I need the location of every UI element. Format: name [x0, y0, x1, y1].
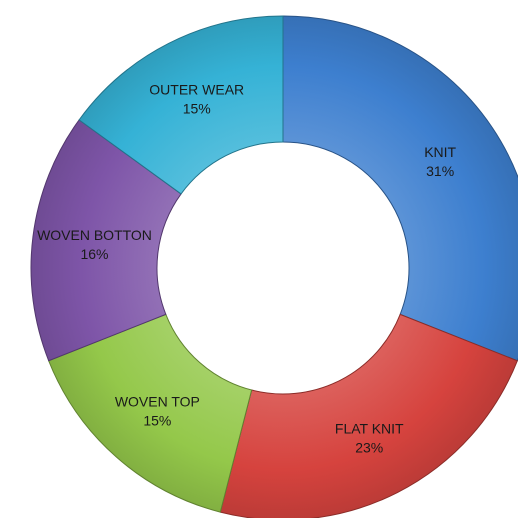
slice-label-woven-top: WOVEN TOP: [115, 394, 200, 410]
slice-flat-knit: [219, 313, 518, 518]
slice-label-knit: KNIT: [424, 144, 456, 160]
slice-woven-top: [48, 313, 253, 513]
slice-woven-botton: [30, 119, 182, 362]
slice-label-woven-botton: WOVEN BOTTON: [37, 227, 152, 243]
slice-knit: [282, 15, 518, 362]
slice-value-flat-knit: 23%: [355, 439, 383, 455]
slice-outer-wear: [78, 15, 284, 195]
slice-label-outer-wear: OUTER WEAR: [149, 82, 244, 98]
slice-value-woven-botton: 16%: [80, 246, 108, 262]
donut-slices: [30, 15, 518, 518]
donut-labels: KNIT 31% FLAT KNIT 23% WOVEN TOP 15% WOVEN BOT…: [37, 82, 456, 456]
slice-value-outer-wear: 15%: [183, 101, 211, 117]
slice-label-flat-knit: FLAT KNIT: [335, 420, 404, 436]
slice-value-woven-top: 15%: [143, 413, 171, 429]
slice-value-knit: 31%: [426, 163, 454, 179]
